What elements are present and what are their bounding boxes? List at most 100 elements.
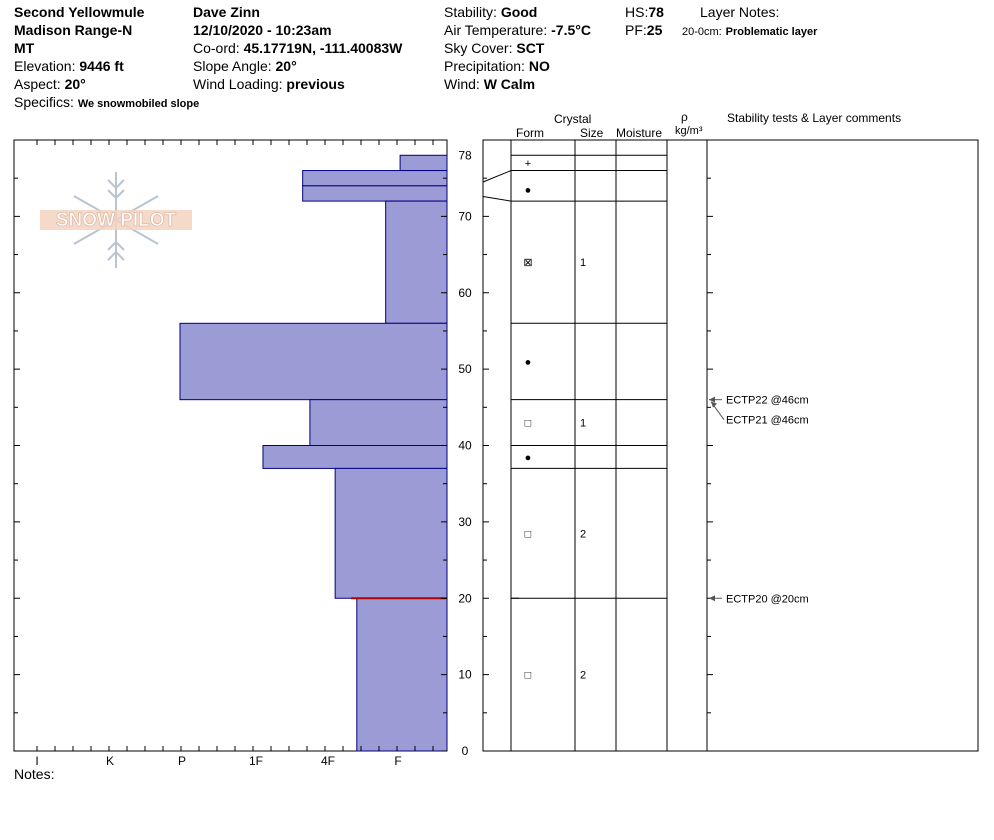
range-name: Madison Range-N	[14, 22, 133, 38]
crystal-form-symbol: ●	[525, 185, 532, 197]
precipitation: Precipitation: NO	[444, 57, 550, 75]
sky-value: SCT	[516, 40, 545, 56]
hardness-bar	[399, 154, 448, 172]
depth-tick-label: 60	[458, 286, 472, 300]
slope-value: 20°	[275, 58, 297, 74]
specifics-label: Specifics:	[14, 94, 74, 110]
form-header: Form	[516, 126, 544, 140]
logo-text: SNOW PILOT	[56, 210, 177, 231]
hardness-axis: I K P 1F 4F F	[35, 140, 434, 768]
air-temp-value: -7.5°C	[551, 22, 591, 38]
hardness-bar	[302, 185, 448, 202]
rho-header: ρ	[681, 110, 688, 124]
depth-tick-label: 70	[458, 209, 472, 223]
hardness-bar	[356, 597, 448, 752]
depth-tick-label: 10	[458, 668, 472, 682]
hs: HS:78	[625, 3, 664, 21]
wind-loading-value: previous	[286, 76, 345, 92]
sky-label: Sky Cover:	[444, 40, 513, 56]
hardness-bar	[179, 322, 448, 401]
notes-label: Notes:	[14, 766, 55, 782]
crystal-size: 2	[580, 670, 586, 682]
datetime: 12/10/2020 - 10:23am	[193, 22, 332, 38]
sky-cover: Sky Cover: SCT	[444, 39, 544, 57]
stability-test-label: ECTP20 @20cm	[726, 593, 809, 605]
slope-angle: Slope Angle: 20°	[193, 57, 297, 75]
depth-axis: 0 10 20 30 40 50 60 70 78	[14, 148, 713, 758]
layer-note-range: 20-0cm:	[682, 26, 722, 38]
hardness-tick-label: K	[106, 754, 114, 768]
hardness-bar	[309, 399, 448, 446]
test-arrowhead	[709, 595, 715, 602]
aspect: Aspect: 20°	[14, 75, 86, 93]
crystal-form-symbol: □	[525, 670, 532, 682]
tests-header: Stability tests & Layer comments	[727, 111, 902, 125]
hs-value: 78	[648, 4, 664, 20]
layer-notes-label: Layer Notes:	[700, 4, 780, 20]
pf-value: 25	[646, 22, 663, 38]
elevation-label: Elevation:	[14, 58, 76, 74]
crystal-size: 1	[580, 257, 586, 269]
wind-loading-label: Wind Loading:	[193, 76, 283, 92]
crystal-form-symbol: ●	[525, 452, 532, 464]
hardness-bar	[385, 200, 448, 324]
depth-tick-label: 50	[458, 362, 472, 376]
elevation-value: 9446 ft	[79, 58, 124, 74]
observer: Dave Zinn	[193, 4, 260, 20]
location-name: Second Yellowmule	[14, 4, 145, 20]
stability-label: Stability:	[444, 4, 497, 20]
hardness-bar	[302, 170, 448, 187]
precip-label: Precipitation:	[444, 58, 525, 74]
layer-table: + ● ⊠ 1 ● □ 1 ● □ 2 □ 2	[482, 140, 708, 751]
coord: Co-ord: 45.17719N, -111.40083W	[193, 39, 402, 57]
crystal-form-symbol: ⊠	[523, 257, 532, 269]
wind-loading: Wind Loading: previous	[193, 75, 345, 93]
specifics: Specifics: We snowmobiled slope	[14, 93, 199, 113]
layer-note: 20-0cm: Problematic layer	[682, 21, 817, 41]
stability-tests: ECTP22 @46cm ECTP21 @46cm ECTP20 @20cm	[709, 395, 809, 605]
crystal-size: 2	[580, 528, 586, 540]
aspect-label: Aspect:	[14, 76, 61, 92]
stability-test-label: ECTP21 @46cm	[726, 415, 809, 427]
air-temp-label: Air Temperature:	[444, 22, 548, 38]
layer-note-text: Problematic layer	[725, 26, 818, 38]
hardness-tick-label: I	[35, 754, 38, 768]
stability-test-label: ECTP22 @46cm	[726, 395, 809, 407]
precip-value: NO	[528, 58, 550, 74]
depth-tick-label: 30	[458, 515, 472, 529]
hardness-tick-label: P	[178, 754, 186, 768]
pf: PF:25	[625, 21, 662, 39]
snowpilot-logo: SNOW PILOT	[40, 172, 192, 268]
pf-label: PF:	[625, 22, 647, 38]
crystal-form-symbol: □	[525, 528, 532, 540]
crystal-form-symbol: +	[525, 158, 531, 170]
depth-tick-label: 78	[458, 148, 472, 162]
coord-label: Co-ord:	[193, 40, 240, 56]
depth-tick-label: 20	[458, 591, 472, 605]
crystal-size: 1	[580, 418, 586, 430]
wind: Wind: W Calm	[444, 75, 535, 93]
moisture-header: Moisture	[616, 126, 663, 140]
test-arrowhead	[709, 396, 715, 403]
density-unit-header: kg/m³	[675, 125, 703, 137]
hardness-bar	[262, 445, 448, 469]
hardness-bars	[179, 154, 448, 752]
state: MT	[14, 40, 35, 56]
elevation: Elevation: 9446 ft	[14, 57, 124, 75]
coord-value: 45.17719N, -111.40083W	[243, 40, 403, 56]
layer-connector	[482, 170, 512, 183]
hardness-tick-label: 1F	[249, 754, 263, 768]
crystal-header: Crystal	[554, 112, 592, 126]
stability-value: Good	[500, 4, 538, 20]
stability: Stability: Good	[444, 3, 537, 21]
hardness-tick-label: F	[394, 754, 401, 768]
size-header: Size	[580, 126, 604, 140]
test-arrowhead	[711, 401, 717, 408]
crystal-form-symbol: □	[525, 418, 532, 430]
layer-connector	[482, 196, 512, 202]
hs-label: HS:	[625, 4, 649, 20]
depth-tick-label: 40	[458, 439, 472, 453]
depth-tick-label: 0	[462, 744, 469, 758]
hardness-bar	[334, 467, 448, 599]
